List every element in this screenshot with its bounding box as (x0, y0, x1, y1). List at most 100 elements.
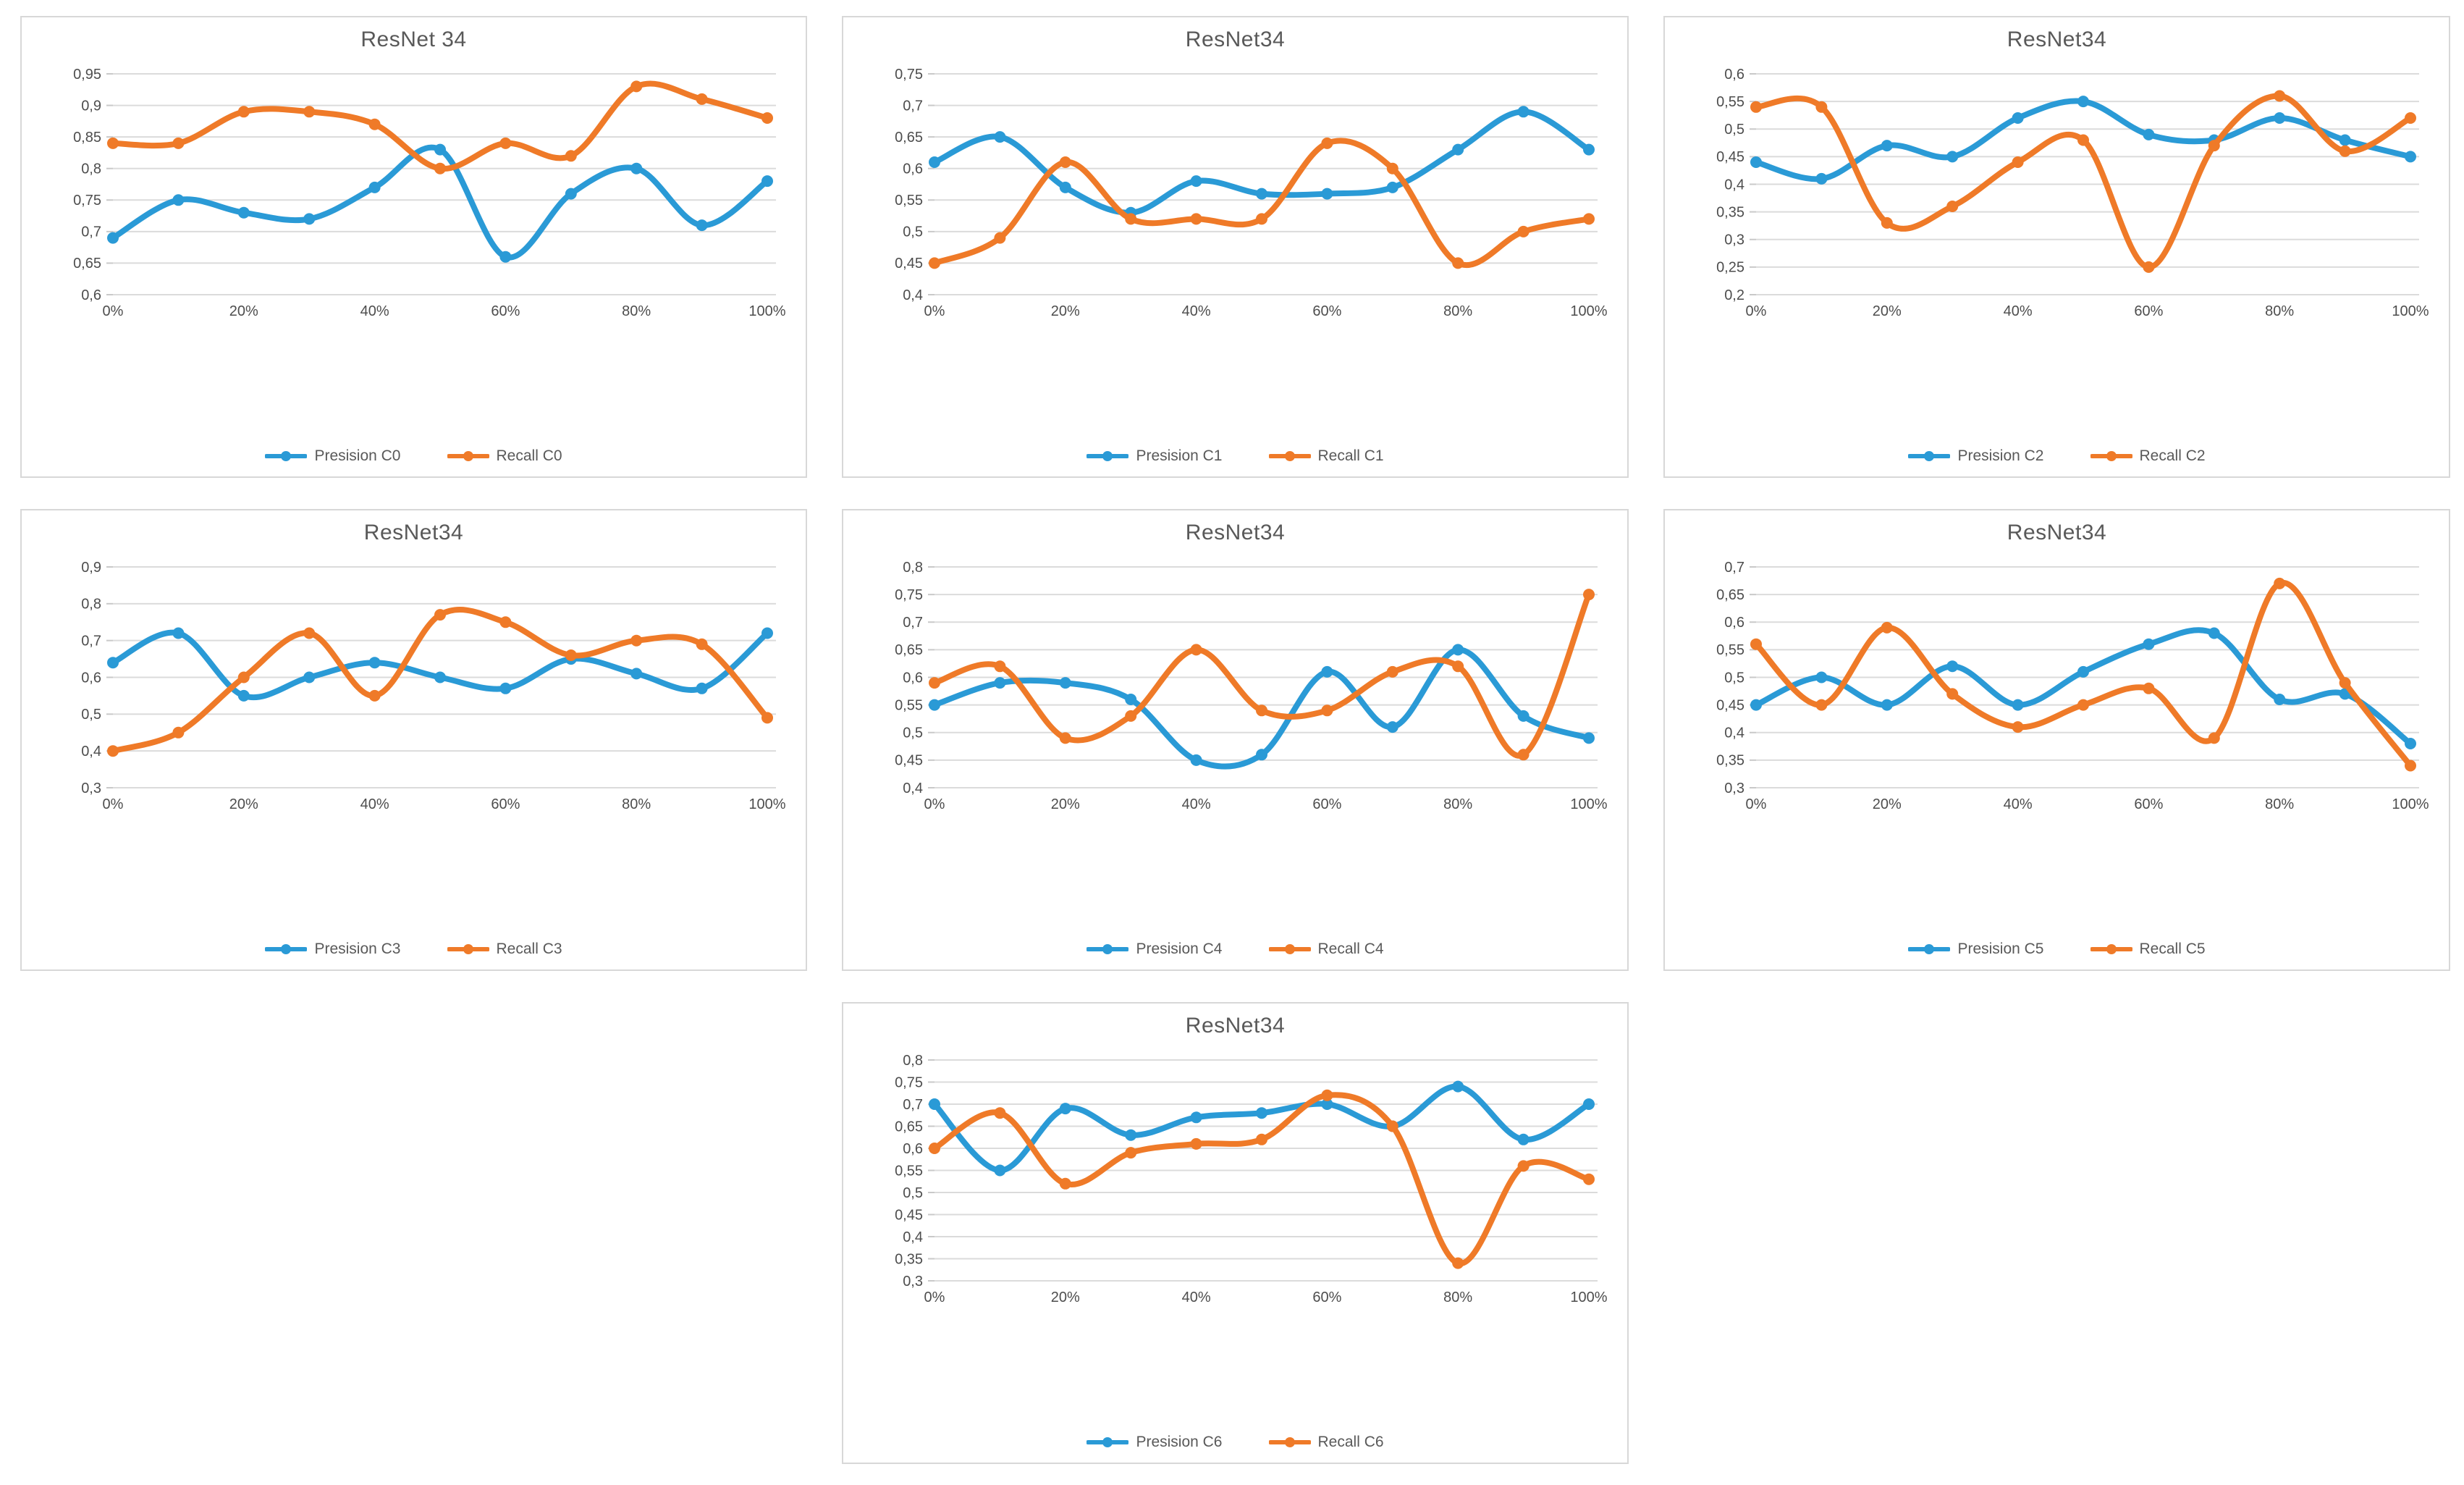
y-tick-label: 0,7 (903, 1097, 923, 1113)
data-point-marker (1583, 1173, 1595, 1185)
legend-label: Presision C1 (1136, 447, 1223, 464)
x-tick-label: 60% (2134, 303, 2163, 319)
data-point-marker (1583, 143, 1595, 156)
data-point-marker (1256, 188, 1267, 200)
y-tick-label: 0,5 (81, 707, 101, 723)
legend-label: Presision C2 (1957, 447, 2044, 464)
y-tick-label: 0,4 (1724, 725, 1744, 741)
data-point-marker (1881, 216, 1893, 229)
y-tick-label: 0,8 (903, 560, 923, 576)
line-marker-icon (1908, 944, 1951, 954)
data-point-marker (1321, 188, 1333, 200)
y-tick-label: 0,7 (81, 224, 101, 240)
data-point-marker (2077, 665, 2089, 678)
line-marker-icon (1268, 944, 1311, 954)
data-point-marker (172, 726, 185, 739)
data-point-marker (1583, 1098, 1595, 1110)
line-marker-icon (1087, 451, 1129, 461)
chart-title: ResNet34 (1185, 1014, 1286, 1038)
legend-label: Presision C6 (1136, 1434, 1223, 1450)
y-tick-label: 0,75 (73, 193, 101, 209)
line-marker-icon (447, 451, 489, 461)
data-point-marker (1321, 1098, 1333, 1110)
data-point-marker (929, 257, 940, 269)
data-point-marker (1190, 754, 1202, 766)
chart-legend: Presision C3 Recall C3 (22, 941, 806, 958)
data-point-marker (237, 106, 250, 118)
data-point-marker (499, 616, 512, 628)
y-tick-label: 0,25 (1716, 260, 1744, 276)
data-point-marker (1190, 175, 1202, 188)
data-point-marker (1517, 710, 1530, 722)
legend-item-recall: Recall C2 (2090, 447, 2206, 465)
data-point-marker (1452, 660, 1464, 673)
chart-panel-c1: ResNet34 0,4 0,45 0,5 0,55 0,6 0,65 0,7 0,75 0% 2… (842, 16, 1629, 478)
data-point-marker (565, 649, 577, 661)
x-tick-label: 80% (2265, 303, 2294, 319)
y-tick-label: 0,4 (903, 1229, 923, 1245)
data-point-marker (107, 232, 119, 244)
data-point-marker (761, 712, 773, 724)
chart-title: ResNet34 (1185, 521, 1286, 544)
data-point-marker (1321, 137, 1333, 149)
data-point-marker (2012, 699, 2024, 711)
data-point-marker (2077, 96, 2089, 108)
x-tick-label: 0% (924, 1290, 945, 1305)
y-tick-label: 0,45 (1716, 697, 1744, 713)
x-tick-label: 80% (1443, 1290, 1472, 1305)
data-point-marker (929, 1143, 940, 1154)
legend-label: Recall C6 (1317, 1434, 1384, 1450)
legend-label: Presision C0 (314, 447, 401, 464)
x-tick-label: 0% (924, 303, 945, 319)
data-point-marker (1815, 101, 1828, 113)
y-tick-label: 0,3 (1724, 232, 1744, 248)
data-point-marker (1190, 644, 1202, 656)
chart-plot-area: 0,3 0,4 0,5 0,6 0,7 0,8 0,9 0% 20% 40% 60% 80% 100% (81, 560, 786, 812)
legend-label: Presision C5 (1957, 941, 2044, 957)
data-point-marker (434, 671, 446, 683)
chart-plot-area: 0,2 0,25 0,3 0,35 0,4 0,45 0,5 0,55 0,6 0% 20% 40% 6… (1716, 67, 2429, 319)
y-tick-label: 0,6 (81, 670, 101, 686)
y-tick-label: 0,6 (903, 670, 923, 686)
legend-item-recall: Recall C0 (447, 447, 562, 465)
data-point-marker (1881, 140, 1893, 152)
data-point-marker (1059, 1103, 1071, 1115)
data-point-marker (1815, 671, 1828, 683)
data-point-marker (2339, 145, 2351, 157)
data-point-marker (107, 657, 119, 669)
data-point-marker (1452, 257, 1464, 269)
y-tick-label: 0,8 (903, 1053, 923, 1069)
data-point-marker (2405, 760, 2416, 772)
data-point-marker (1125, 710, 1137, 722)
data-point-marker (1583, 589, 1595, 601)
data-point-marker (1321, 665, 1333, 678)
data-point-marker (2405, 112, 2416, 124)
data-point-marker (929, 156, 940, 168)
series-line (110, 629, 770, 701)
data-point-marker (1946, 660, 1959, 673)
line-marker-icon (447, 944, 489, 954)
y-tick-label: 0,6 (1724, 67, 1744, 83)
series-line (1753, 93, 2413, 270)
y-tick-label: 0,9 (81, 560, 101, 576)
x-tick-label: 60% (2134, 796, 2163, 812)
data-point-marker (994, 660, 1006, 673)
y-tick-label: 0,75 (895, 1074, 923, 1090)
data-point-marker (630, 668, 643, 680)
data-point-marker (237, 689, 250, 702)
data-point-marker (499, 682, 512, 694)
x-tick-label: 80% (1443, 796, 1472, 812)
chart-panel-c2: ResNet34 0,2 0,25 0,3 0,35 0,4 0,45 0,5 0,55 0,6… (1663, 16, 2450, 478)
y-tick-label: 0,6 (81, 287, 101, 303)
data-point-marker (1190, 1137, 1202, 1150)
legend-item-recall: Recall C5 (2090, 941, 2206, 958)
x-tick-label: 80% (2265, 796, 2294, 812)
chart-panel-c0: ResNet 34 0,6 0,65 0,7 0,75 0,8 0,85 0,9 0,95 0%… (20, 16, 807, 478)
data-point-marker (1256, 213, 1267, 225)
y-tick-label: 0,55 (1716, 642, 1744, 658)
x-tick-label: 100% (2392, 796, 2429, 812)
x-tick-label: 40% (360, 796, 389, 812)
y-tick-label: 0,45 (1716, 149, 1744, 165)
x-tick-label: 60% (491, 796, 520, 812)
data-point-marker (2208, 140, 2220, 152)
